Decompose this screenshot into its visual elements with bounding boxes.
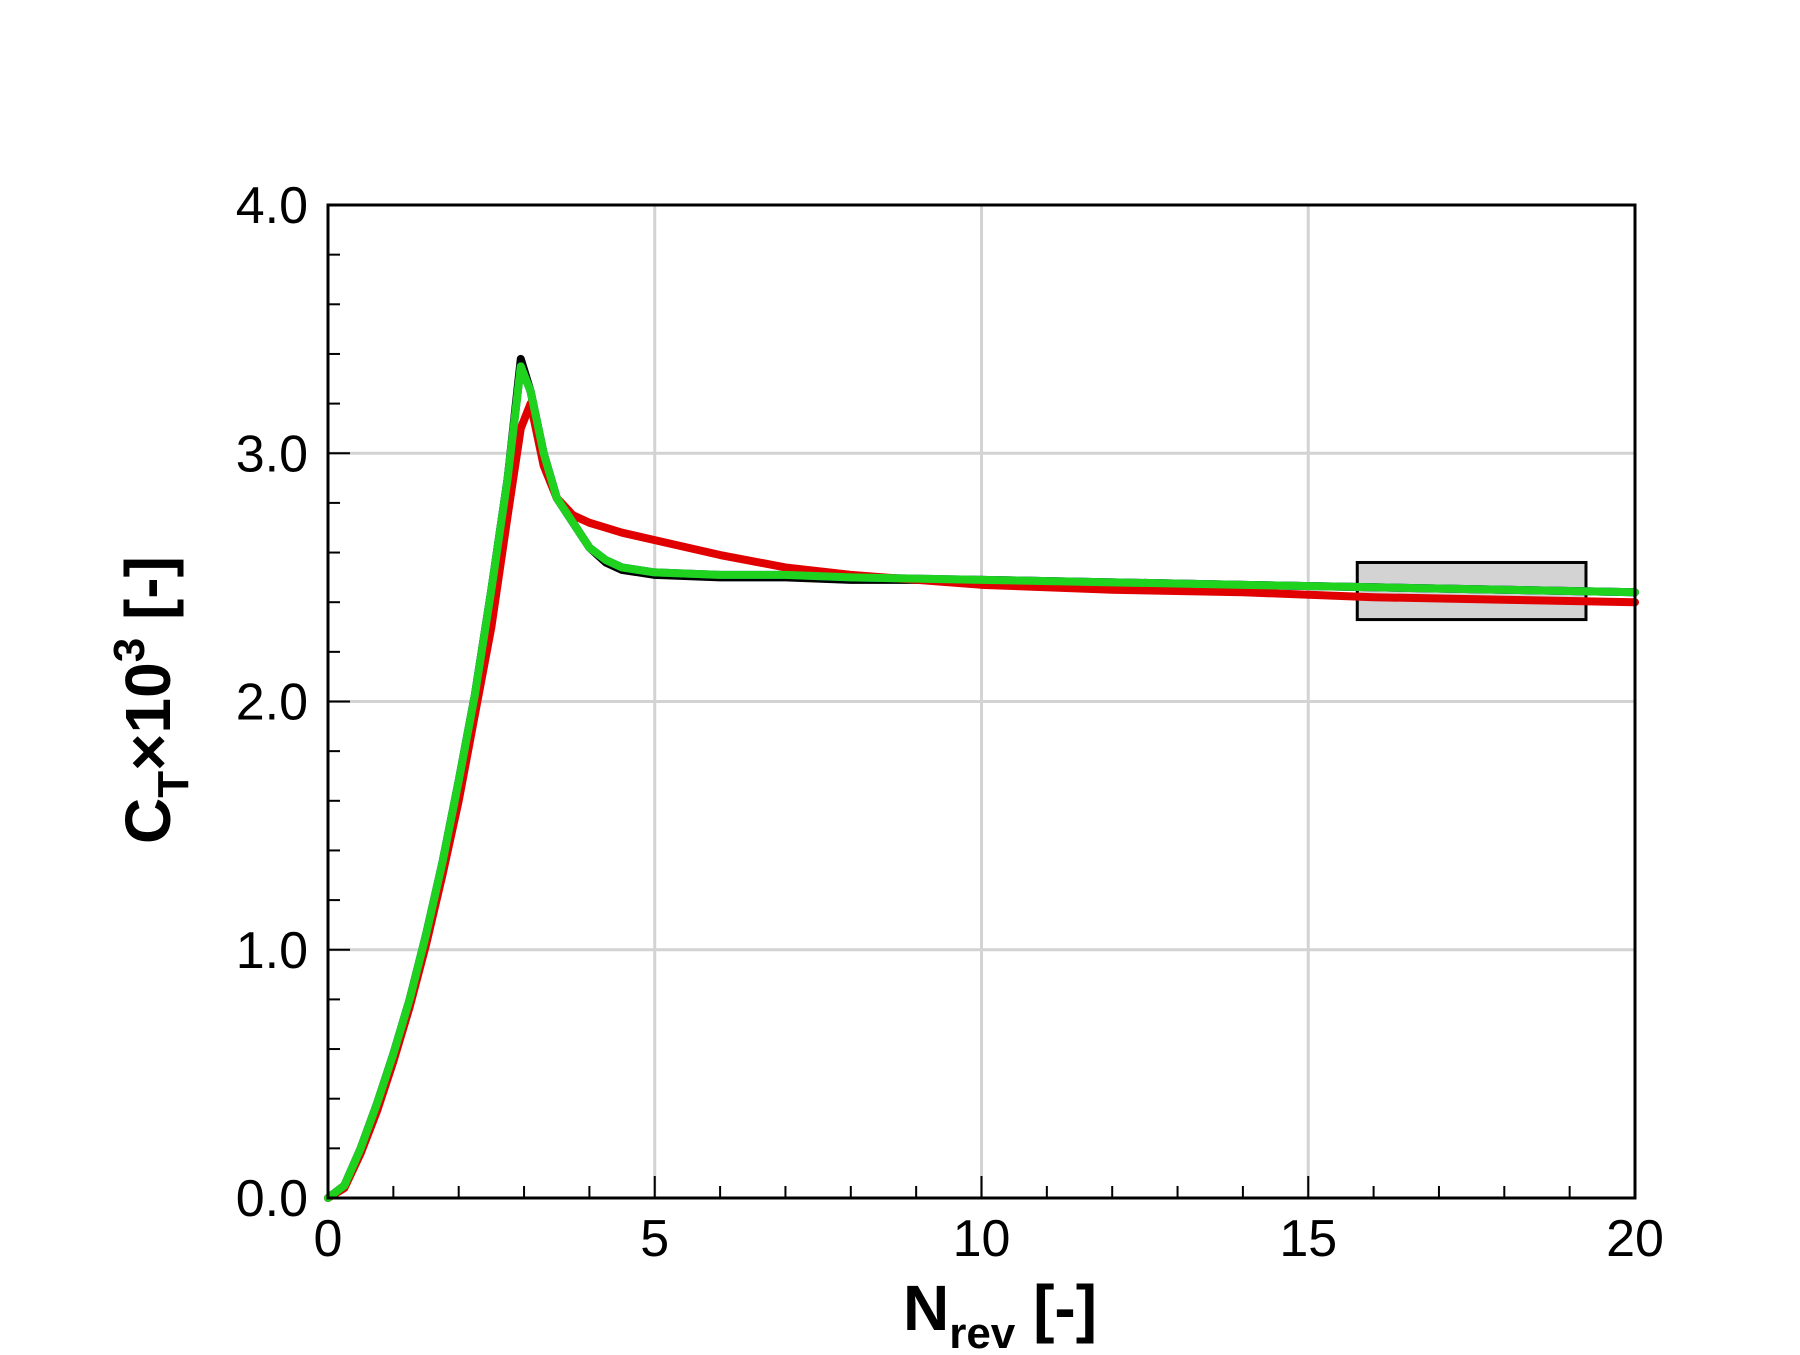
y-tick-label: 3.0: [236, 425, 308, 483]
y-tick-label: 1.0: [236, 922, 308, 980]
x-label-end: [-]: [1015, 1272, 1097, 1344]
plot-frame: [326, 203, 1637, 1200]
x-tick-label: 0: [314, 1210, 343, 1268]
series-line: [324, 362, 1639, 1202]
y-label-sup: 3: [105, 638, 154, 662]
y-label-mid: ×10: [112, 662, 184, 771]
x-tick-label: 20: [1606, 1210, 1664, 1268]
y-tick-label: 0.0: [236, 1170, 308, 1228]
y-tick-label: 4.0: [236, 177, 308, 235]
x-axis-label: Nrev [-]: [903, 1272, 1097, 1350]
y-axis-label: CT×103 [-]: [105, 556, 198, 844]
x-tick-label: 5: [640, 1210, 669, 1268]
x-tick-label: 15: [1279, 1210, 1337, 1268]
y-label-end: [-]: [112, 556, 184, 638]
x-tick-label: 10: [953, 1210, 1011, 1268]
y-label-sub: T: [149, 771, 198, 798]
x-label-sub: rev: [949, 1309, 1016, 1350]
x-label-main: N: [903, 1272, 949, 1344]
y-label-main: C: [112, 798, 184, 844]
y-tick-label: 2.0: [236, 674, 308, 732]
